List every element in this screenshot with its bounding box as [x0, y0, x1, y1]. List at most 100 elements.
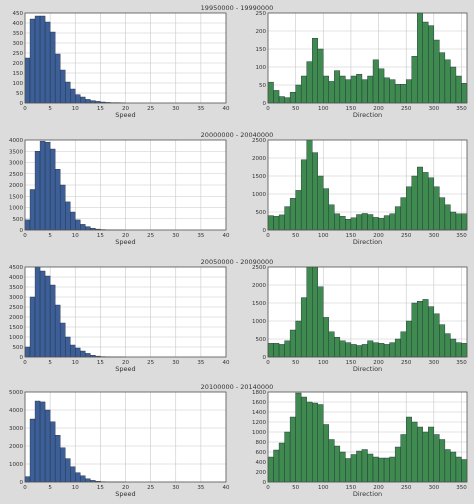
chart-4-direction-xtick-label-1: 50 — [292, 485, 299, 491]
chart-3-direction-bar-6 — [301, 298, 307, 357]
chart-4-speed-bar-4 — [45, 410, 50, 482]
chart-2-direction-bar-3 — [285, 207, 291, 230]
chart-1-direction-bar-22 — [390, 80, 396, 103]
chart-1-direction-bar-20 — [379, 69, 385, 103]
chart-4-speed-xtick-label-0: 0 — [23, 485, 27, 491]
chart-3-speed-bar-1 — [30, 297, 35, 357]
chart-2-speed-bar-4 — [45, 142, 50, 230]
chart-1-speed-bar-10 — [75, 95, 80, 103]
chart-3-direction-ytick-label-0: 0 — [263, 355, 267, 361]
chart-1-speed-bar-8 — [65, 82, 70, 103]
chart-2-direction-xtick-label-6: 300 — [429, 233, 440, 239]
chart-4-speed-bar-1 — [30, 419, 35, 482]
chart-4-direction-bar-6 — [301, 397, 307, 482]
chart-4-direction-bar-30 — [434, 435, 440, 483]
chart-2-direction-xtick-label-2: 100 — [318, 233, 329, 239]
chart-3-direction-bar-7 — [307, 267, 313, 357]
chart-4-direction-bar-11 — [329, 440, 335, 483]
chart-1-speed-ytick-label-1: 50 — [16, 91, 23, 97]
chart-4-speed-bar-0 — [25, 477, 30, 482]
chart-2-speed-bar-8 — [65, 202, 70, 230]
chart-3-speed-ytick-label-3: 1500 — [9, 325, 23, 331]
chart-3-direction-xlabel: Direction — [353, 365, 382, 373]
chart-1-direction-bar-11 — [329, 81, 335, 103]
chart-1-direction-bar-29 — [428, 26, 434, 103]
chart-2-direction-bar-1 — [274, 216, 280, 230]
chart-1-speed-xtick-label-3: 15 — [97, 106, 104, 112]
chart-1-direction-bar-24 — [401, 84, 407, 103]
chart-1-direction-bar-9 — [318, 49, 324, 103]
chart-4-direction-xtick-label-7: 350 — [456, 485, 467, 491]
chart-1-direction-bar-31 — [439, 53, 445, 103]
chart-3-direction-bar-2 — [279, 344, 285, 357]
chart-1-direction-xtick-label-1: 50 — [292, 106, 299, 112]
chart-1-speed-xtick-label-7: 35 — [197, 106, 204, 112]
chart-4-direction-bar-21 — [384, 458, 390, 482]
chart-4-direction-bar-8 — [312, 403, 318, 482]
chart-1-direction-bar-21 — [384, 78, 390, 103]
chart-2-direction-bar-24 — [401, 198, 407, 230]
chart-2-speed-ytick-label-2: 1000 — [9, 206, 23, 212]
chart-4-direction-bar-3 — [285, 432, 291, 482]
chart-3-speed-xtick-label-6: 30 — [172, 360, 179, 366]
chart-4-speed-xtick-label-8: 40 — [223, 485, 230, 491]
chart-2-direction-xtick-label-0: 0 — [266, 233, 270, 239]
chart-3-speed-ytick-label-8: 4000 — [9, 275, 23, 281]
chart-3-direction-xtick-label-0: 0 — [266, 360, 270, 366]
chart-1-direction-bar-16 — [356, 74, 362, 103]
chart-3-speed-bar-6 — [55, 305, 60, 357]
chart-3-direction-bar-8 — [312, 267, 318, 357]
chart-3-direction-ytick-label-5: 2500 — [252, 265, 266, 271]
chart-4-direction-xtick-label-2: 100 — [318, 485, 329, 491]
chart-3-direction-bar-23 — [395, 339, 401, 357]
chart-1-speed-bar-9 — [70, 89, 75, 103]
chart-3-direction-bar-14 — [345, 343, 351, 357]
chart-3-speed-bar-7 — [60, 323, 65, 357]
chart-2-direction-xtick-label-5: 250 — [401, 233, 412, 239]
chart-4-speed-bar-7 — [60, 448, 65, 482]
chart-4-speed-xtick-label-6: 30 — [172, 485, 179, 491]
chart-1-speed-ytick-label-3: 150 — [13, 71, 24, 77]
chart-2-speed-bar-6 — [55, 169, 60, 230]
chart-1-direction-ytick-label-2: 100 — [256, 65, 267, 71]
chart-1-direction-bar-14 — [345, 80, 351, 103]
chart-3-direction-bar-22 — [390, 343, 396, 357]
chart-1-direction-bar-6 — [301, 76, 307, 103]
chart-4-direction-bar-4 — [290, 417, 296, 482]
chart-2-speed-ytick-label-7: 3500 — [9, 149, 23, 155]
chart-2-speed-ytick-label-0: 0 — [20, 228, 24, 234]
chart-1-direction-ytick-label-5: 250 — [256, 11, 267, 17]
chart-4-speed-xtick-label-3: 15 — [97, 485, 104, 491]
chart-2-direction-xlabel: Direction — [353, 238, 382, 246]
chart-3-speed-ytick-label-5: 2500 — [9, 305, 23, 311]
chart-4-direction-bar-20 — [379, 458, 385, 482]
chart-1-direction-bar-4 — [290, 92, 296, 103]
chart-4-direction-bar-19 — [373, 457, 379, 482]
chart-1-direction-xtick-label-6: 300 — [429, 106, 440, 112]
chart-4-direction-ytick-label-3: 600 — [256, 450, 267, 456]
chart-3-direction-bar-11 — [329, 332, 335, 357]
chart-2-speed-bar-9 — [70, 212, 75, 230]
chart-4-speed-bar-6 — [55, 435, 60, 482]
chart-2-direction-bar-11 — [329, 205, 335, 230]
chart-1-direction-bar-8 — [312, 38, 318, 103]
chart-3-speed-xlabel: Speed — [115, 365, 135, 373]
chart-4-direction-bar-14 — [345, 459, 351, 483]
chart-1-speed-bar-7 — [60, 70, 65, 103]
chart-4-speed-ytick-label-1: 1000 — [9, 462, 23, 468]
chart-4-speed-xtick-label-7: 35 — [197, 485, 204, 491]
chart-1-direction-bar-28 — [423, 22, 429, 103]
chart-4-direction-bar-2 — [279, 443, 285, 482]
chart-2-direction-bar-23 — [395, 207, 401, 230]
chart-1-direction-xtick-label-0: 0 — [266, 106, 270, 112]
chart-1-direction-bar-5 — [296, 85, 302, 103]
chart-3-direction-bar-15 — [351, 344, 357, 357]
chart-4-direction-bar-15 — [351, 455, 357, 483]
chart-4-direction-bar-13 — [340, 452, 346, 482]
chart-3-direction-bar-13 — [340, 341, 346, 357]
chart-2-speed-bar-7 — [60, 185, 65, 230]
chart-4-speed-ytick-label-2: 2000 — [9, 444, 23, 450]
chart-2-speed-xtick-label-5: 25 — [147, 233, 154, 239]
